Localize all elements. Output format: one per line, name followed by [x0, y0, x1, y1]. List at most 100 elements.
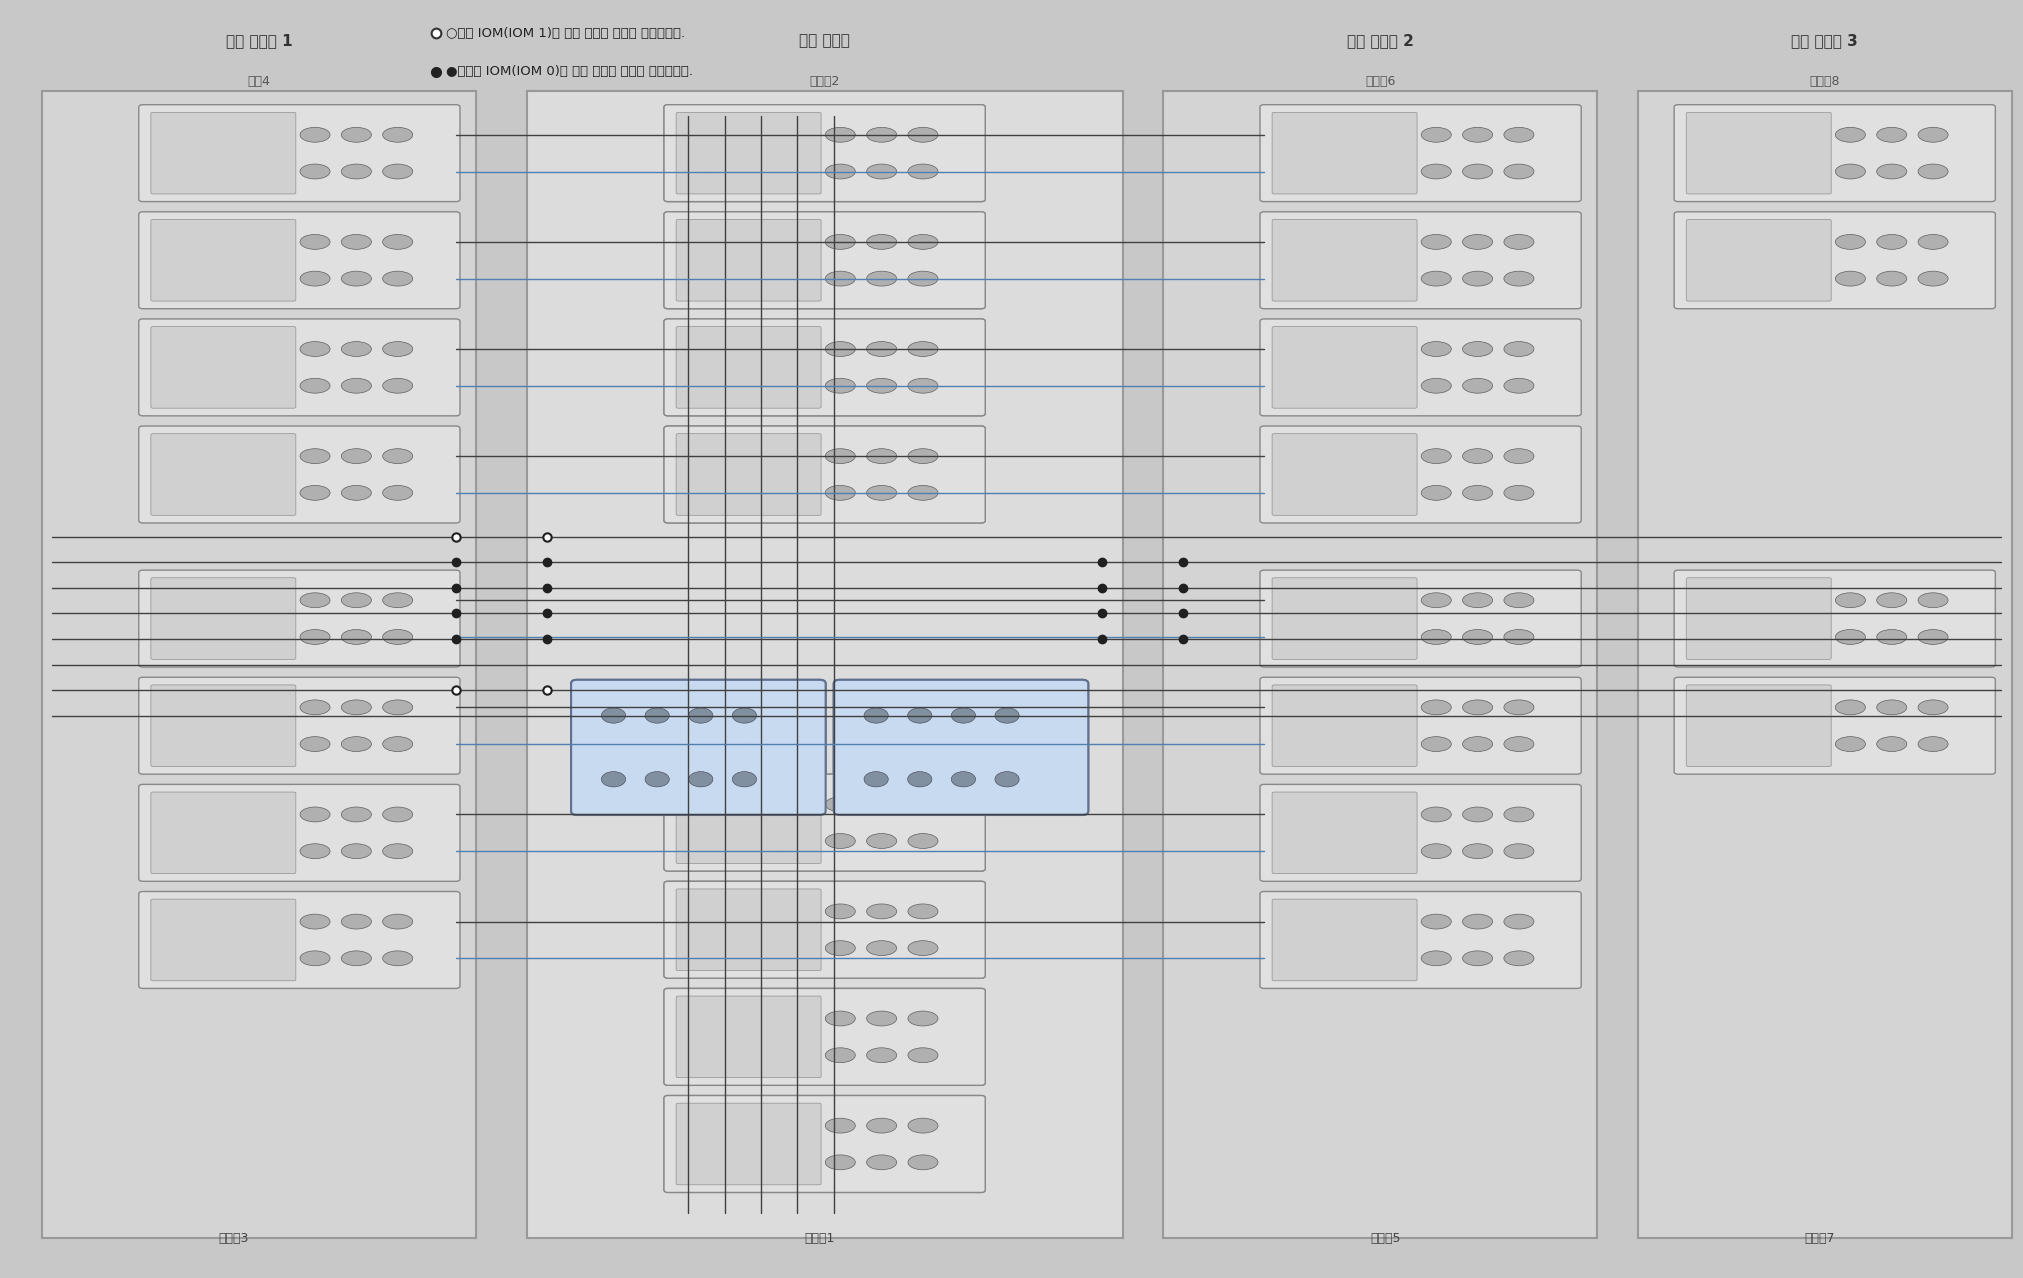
Circle shape — [732, 708, 757, 723]
Ellipse shape — [866, 128, 896, 142]
Ellipse shape — [382, 736, 413, 751]
Ellipse shape — [825, 271, 856, 286]
FancyBboxPatch shape — [140, 892, 459, 988]
Circle shape — [864, 772, 888, 787]
Ellipse shape — [825, 449, 856, 464]
Ellipse shape — [1918, 234, 1948, 249]
Ellipse shape — [866, 1048, 896, 1063]
Ellipse shape — [908, 449, 939, 464]
FancyBboxPatch shape — [664, 212, 985, 309]
FancyBboxPatch shape — [1272, 900, 1416, 980]
Text: 확장 케비닛 2: 확장 케비닛 2 — [1347, 33, 1414, 49]
Ellipse shape — [382, 341, 413, 357]
Ellipse shape — [1503, 341, 1533, 357]
Ellipse shape — [382, 234, 413, 249]
Ellipse shape — [908, 941, 939, 956]
Ellipse shape — [825, 271, 856, 286]
Ellipse shape — [866, 941, 896, 956]
Ellipse shape — [342, 128, 372, 142]
Circle shape — [732, 708, 757, 723]
Ellipse shape — [299, 843, 330, 859]
Ellipse shape — [866, 1118, 896, 1134]
Ellipse shape — [908, 164, 939, 179]
Ellipse shape — [908, 1048, 939, 1063]
Ellipse shape — [1918, 128, 1948, 142]
Circle shape — [688, 708, 712, 723]
Circle shape — [688, 772, 712, 787]
Ellipse shape — [342, 630, 372, 644]
Circle shape — [645, 772, 670, 787]
Ellipse shape — [382, 914, 413, 929]
Ellipse shape — [299, 271, 330, 286]
Ellipse shape — [825, 796, 856, 812]
Ellipse shape — [866, 1155, 896, 1169]
Text: 체인담2: 체인담2 — [809, 75, 840, 88]
Ellipse shape — [299, 914, 330, 929]
FancyBboxPatch shape — [1675, 677, 1995, 774]
FancyBboxPatch shape — [664, 882, 985, 978]
Ellipse shape — [1918, 164, 1948, 179]
Circle shape — [908, 772, 933, 787]
Ellipse shape — [382, 128, 413, 142]
FancyBboxPatch shape — [1687, 220, 1831, 302]
FancyBboxPatch shape — [152, 685, 295, 767]
Ellipse shape — [342, 164, 372, 179]
FancyBboxPatch shape — [676, 782, 821, 864]
Ellipse shape — [299, 700, 330, 714]
Ellipse shape — [1503, 449, 1533, 464]
Ellipse shape — [1463, 593, 1493, 607]
Ellipse shape — [825, 234, 856, 249]
Ellipse shape — [825, 164, 856, 179]
Ellipse shape — [1463, 271, 1493, 286]
FancyBboxPatch shape — [664, 988, 985, 1085]
Ellipse shape — [908, 904, 939, 919]
Circle shape — [645, 708, 670, 723]
Circle shape — [864, 708, 888, 723]
Ellipse shape — [825, 128, 856, 142]
FancyBboxPatch shape — [1260, 320, 1582, 415]
Circle shape — [951, 708, 975, 723]
FancyBboxPatch shape — [676, 1103, 821, 1185]
Ellipse shape — [866, 833, 896, 849]
Ellipse shape — [342, 700, 372, 714]
FancyBboxPatch shape — [1260, 785, 1582, 882]
Text: 체인담3: 체인담3 — [218, 1232, 249, 1245]
Ellipse shape — [1503, 806, 1533, 822]
FancyBboxPatch shape — [676, 889, 821, 970]
Ellipse shape — [1463, 378, 1493, 394]
Ellipse shape — [299, 128, 330, 142]
FancyBboxPatch shape — [676, 996, 821, 1077]
Text: 기본 케비닛: 기본 케비닛 — [799, 33, 850, 49]
Ellipse shape — [825, 341, 856, 357]
Ellipse shape — [866, 486, 896, 500]
Ellipse shape — [908, 128, 939, 142]
Ellipse shape — [825, 833, 856, 849]
Ellipse shape — [825, 486, 856, 500]
FancyBboxPatch shape — [152, 220, 295, 302]
Ellipse shape — [908, 904, 939, 919]
Ellipse shape — [299, 486, 330, 500]
FancyBboxPatch shape — [1272, 433, 1416, 515]
Ellipse shape — [1422, 914, 1450, 929]
Ellipse shape — [908, 341, 939, 357]
Ellipse shape — [1463, 486, 1493, 500]
FancyBboxPatch shape — [140, 320, 459, 415]
Circle shape — [864, 708, 888, 723]
Ellipse shape — [866, 1011, 896, 1026]
Circle shape — [864, 772, 888, 787]
Ellipse shape — [825, 378, 856, 394]
FancyBboxPatch shape — [664, 1095, 985, 1192]
FancyBboxPatch shape — [140, 212, 459, 309]
Ellipse shape — [825, 1118, 856, 1134]
Circle shape — [995, 772, 1020, 787]
Ellipse shape — [1877, 700, 1908, 714]
Ellipse shape — [1422, 234, 1450, 249]
Ellipse shape — [299, 630, 330, 644]
Ellipse shape — [299, 378, 330, 394]
Ellipse shape — [1463, 806, 1493, 822]
Ellipse shape — [866, 271, 896, 286]
Ellipse shape — [1463, 951, 1493, 966]
FancyBboxPatch shape — [1675, 212, 1995, 309]
Ellipse shape — [382, 449, 413, 464]
Ellipse shape — [342, 806, 372, 822]
